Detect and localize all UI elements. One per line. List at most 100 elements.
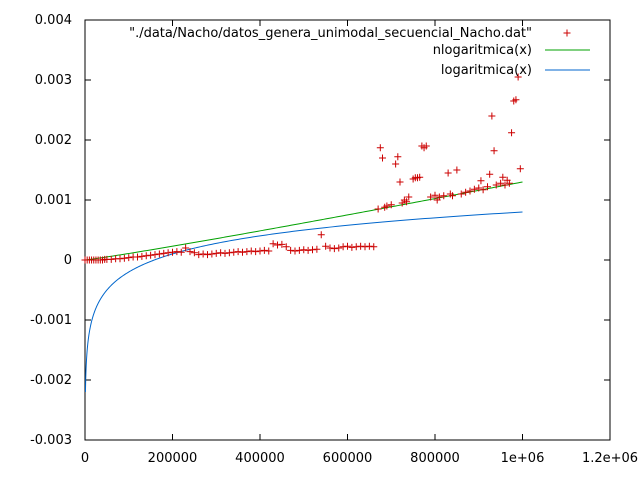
data-point: [169, 248, 176, 256]
data-point: [361, 243, 369, 251]
data-point: [287, 246, 295, 254]
data-point: [416, 173, 424, 181]
data-point: [477, 177, 485, 185]
data-point: [440, 192, 448, 200]
data-point: [405, 193, 413, 201]
y-tick-label: 0: [64, 253, 72, 268]
data-point: [431, 191, 439, 199]
data-point: [422, 142, 430, 150]
data-point: [204, 251, 211, 259]
data-point: [508, 129, 516, 137]
legend-label: "./data/Nacho/datos_genera_unimodal_secu…: [129, 26, 532, 41]
y-tick-label: 0.004: [35, 13, 72, 28]
data-point: [142, 252, 150, 260]
data-point: [125, 254, 133, 262]
data-point: [497, 179, 505, 187]
data-point: [304, 246, 312, 254]
data-point: [260, 246, 268, 254]
data-point: [190, 249, 198, 257]
data-point: [116, 255, 124, 263]
plot-frame: [84, 19, 611, 441]
data-point: [326, 244, 334, 252]
axis-ticks: [84, 19, 611, 441]
data-point: [512, 96, 520, 104]
data-point: [403, 198, 411, 206]
data-point: [392, 160, 400, 168]
data-point: [370, 243, 378, 251]
x-tick-label: 400000: [235, 451, 285, 466]
data-point: [394, 153, 402, 161]
fit-lines: [84, 181, 523, 393]
data-point: [516, 165, 524, 173]
data-point: [462, 188, 470, 196]
data-point: [457, 190, 465, 198]
data-point: [492, 181, 500, 189]
data-point: [475, 184, 483, 192]
x-tick-label: 0: [81, 451, 89, 466]
data-point: [505, 179, 513, 187]
y-tick-label: 0.001: [35, 193, 72, 208]
x-tick-label: 200000: [148, 451, 198, 466]
data-point: [134, 253, 141, 261]
data-point: [278, 240, 286, 248]
data-point: [155, 250, 163, 258]
data-point: [199, 250, 207, 258]
data-point: [486, 170, 494, 178]
data-point: [357, 242, 365, 250]
data-point: [427, 193, 435, 201]
data-point: [313, 245, 321, 253]
data-point: [107, 255, 115, 263]
data-point: [330, 245, 338, 253]
data-point: [479, 186, 487, 194]
data-point: [376, 144, 384, 152]
data-point: [217, 249, 225, 257]
y-tick-label: 0.003: [35, 73, 72, 88]
data-point: [466, 187, 474, 195]
y-tick-label: -0.001: [30, 313, 72, 328]
data-point: [449, 192, 456, 200]
data-point: [435, 193, 443, 201]
data-point: [348, 243, 356, 251]
data-point: [208, 250, 216, 258]
data-point: [379, 154, 386, 162]
data-point: [239, 248, 246, 256]
data-point: [499, 173, 507, 181]
data-point: [138, 252, 146, 260]
data-point: [243, 248, 251, 256]
axis-tick-labels: 0 200000 400000 600000 800000 1e+06 1.2e+06 -0.…: [30, 13, 638, 466]
y-tick-label: -0.003: [30, 433, 72, 448]
x-tick-label: 600000: [323, 451, 373, 466]
data-point: [484, 183, 491, 191]
data-point: [300, 246, 308, 254]
data-point: [225, 249, 233, 257]
data-point: [387, 201, 395, 209]
y-tick-label: -0.002: [30, 373, 72, 388]
data-points: [81, 73, 524, 264]
data-point: [195, 251, 203, 259]
x-tick-label: 800000: [410, 451, 460, 466]
data-point: [182, 244, 190, 252]
data-point: [252, 248, 260, 256]
data-point: [173, 248, 181, 256]
data-point: [177, 248, 185, 256]
data-point: [514, 73, 522, 81]
data-point: [212, 249, 220, 257]
data-point: [147, 251, 155, 259]
data-point: [365, 242, 373, 250]
data-point: [490, 147, 498, 155]
x-tick-label: 1e+06: [501, 451, 545, 466]
data-point: [164, 249, 172, 257]
legend-marker: [563, 29, 571, 37]
legend-label: logaritmica(x): [441, 63, 532, 78]
data-point: [453, 166, 461, 174]
data-point: [470, 185, 478, 193]
data-point: [383, 202, 391, 210]
data-point: [160, 249, 168, 257]
data-point: [444, 169, 452, 177]
data-point: [274, 241, 281, 249]
data-point: [501, 181, 509, 189]
data-point: [120, 254, 128, 262]
data-point: [234, 248, 242, 256]
data-point: [269, 240, 277, 248]
